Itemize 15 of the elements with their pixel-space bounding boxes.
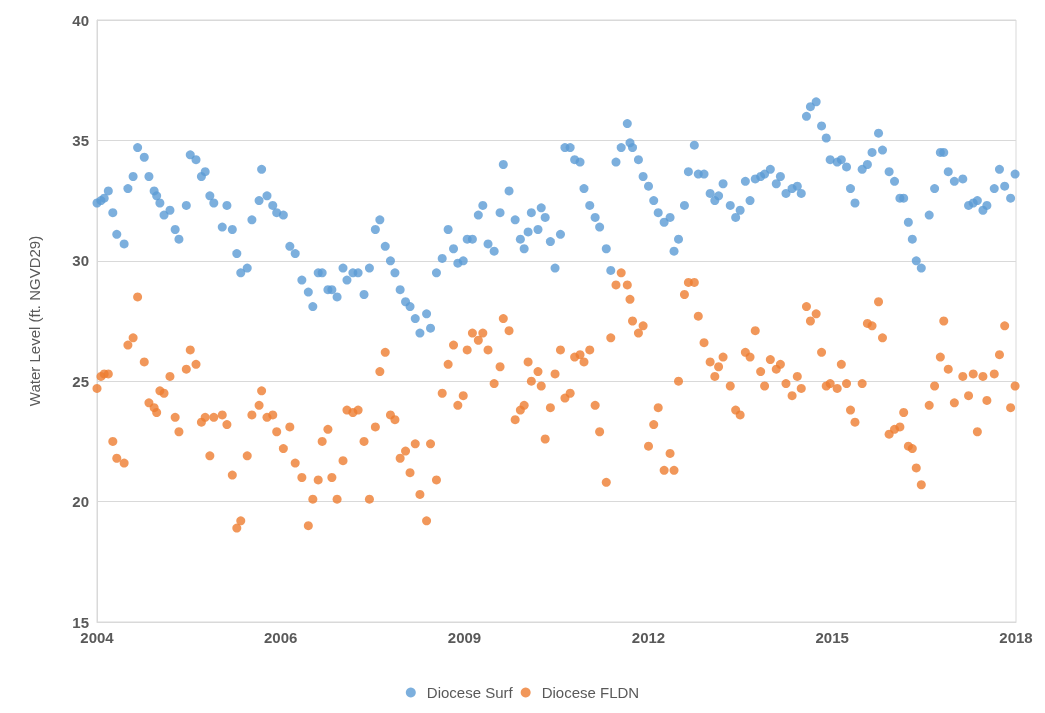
y-tick-label: 30 [72, 252, 89, 270]
x-tick-label: 2004 [80, 629, 115, 646]
legend-label: Diocese FLDN [541, 684, 640, 701]
x-tick-label: 2012 [631, 629, 666, 646]
y-tick-label: 40 [72, 11, 89, 29]
y-tick-label: 35 [72, 131, 89, 149]
legend-label: Diocese Surf [426, 684, 514, 701]
y-axis-title: Water Level (ft. NGVD29) [26, 235, 43, 407]
x-tick-label: 2015 [815, 629, 849, 646]
y-tick-label: 20 [72, 493, 89, 511]
x-tick-label: 2018 [999, 629, 1033, 646]
x-tick-label: 2006 [263, 629, 298, 646]
y-tick-label: 15 [72, 613, 89, 631]
y-tick-label: 25 [72, 372, 89, 390]
x-tick-label: 2009 [447, 629, 482, 646]
